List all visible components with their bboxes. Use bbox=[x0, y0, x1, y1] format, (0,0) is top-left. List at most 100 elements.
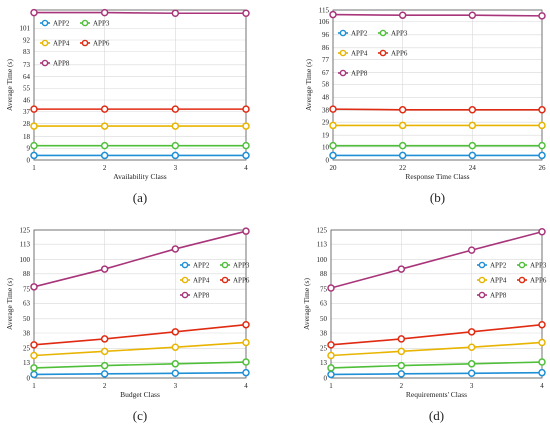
series-app8 bbox=[329, 10, 546, 20]
series-app4 bbox=[327, 338, 546, 360]
data-point-app8 bbox=[100, 8, 109, 17]
legend-swatch-marker bbox=[81, 19, 89, 27]
data-point-app2 bbox=[30, 370, 38, 379]
legend: APP2 APP3 APP4 APP6 APP8 bbox=[338, 30, 408, 78]
legend-entry: APP4 bbox=[351, 50, 368, 58]
data-point-app3 bbox=[538, 141, 546, 150]
y-tick-label: 0 bbox=[324, 374, 328, 382]
panel-caption: (b) bbox=[430, 190, 445, 205]
data-point-app2 bbox=[242, 151, 250, 160]
data-point-app4 bbox=[329, 121, 337, 130]
y-tick-label: 38 bbox=[320, 329, 328, 337]
y-tick-label: 86 bbox=[322, 44, 330, 52]
data-point-app8 bbox=[397, 265, 406, 273]
series-app4 bbox=[329, 121, 546, 130]
legend-swatch-marker bbox=[221, 261, 229, 269]
data-point-app2 bbox=[171, 369, 180, 378]
series-app2 bbox=[30, 368, 250, 379]
legend-swatch-marker bbox=[379, 49, 387, 57]
y-tick-label: 48 bbox=[322, 94, 330, 102]
legend: APP2 APP3 APP4 APP6 APP8 bbox=[477, 262, 547, 300]
legend-entry: APP3 bbox=[233, 262, 250, 270]
data-point-app8 bbox=[242, 9, 250, 18]
series-app6 bbox=[327, 320, 546, 349]
y-tick-label: 18 bbox=[23, 133, 31, 141]
data-point-app8 bbox=[30, 8, 38, 17]
data-point-app3 bbox=[467, 360, 476, 368]
data-point-app2 bbox=[397, 370, 406, 378]
data-point-app4 bbox=[398, 121, 407, 130]
legend-swatch-marker bbox=[478, 291, 486, 299]
series-app4 bbox=[30, 338, 250, 360]
data-point-app6 bbox=[327, 341, 335, 349]
legend-swatch-marker bbox=[478, 276, 486, 284]
data-point-app8 bbox=[100, 265, 109, 273]
legend-swatch-marker bbox=[181, 291, 189, 299]
x-axis-label: Requirements' Class bbox=[406, 390, 467, 399]
y-tick-label: 100 bbox=[20, 256, 31, 264]
series-line-app4 bbox=[33, 341, 247, 357]
data-point-app2 bbox=[327, 370, 335, 379]
x-tick-label: 24 bbox=[469, 164, 477, 172]
legend: APP2 APP3 APP4 APP6 APP8 bbox=[40, 20, 110, 68]
data-point-app4 bbox=[327, 351, 335, 360]
data-point-app3 bbox=[329, 141, 337, 150]
data-point-app6 bbox=[30, 341, 38, 349]
x-tick-label: 3 bbox=[174, 382, 178, 390]
y-tick-label: 13 bbox=[23, 359, 31, 367]
y-tick-label: 63 bbox=[320, 300, 328, 308]
series-app6 bbox=[30, 320, 250, 349]
data-point-app6 bbox=[171, 328, 180, 336]
legend-entry: APP4 bbox=[490, 277, 507, 285]
data-point-app3 bbox=[171, 360, 180, 368]
data-point-app8 bbox=[171, 245, 180, 253]
gridlines bbox=[33, 10, 247, 161]
data-point-app2 bbox=[30, 151, 38, 160]
x-tick-label: 26 bbox=[539, 164, 547, 172]
legend-entry: APP3 bbox=[93, 20, 110, 28]
legend-entry: APP8 bbox=[193, 292, 210, 300]
legend-entry: APP6 bbox=[93, 40, 110, 48]
data-point-app4 bbox=[100, 347, 109, 356]
y-tick-label: 77 bbox=[322, 56, 330, 64]
y-tick-label: 29 bbox=[322, 118, 330, 126]
y-tick-label: 83 bbox=[23, 48, 31, 56]
y-tick-label: 63 bbox=[23, 300, 31, 308]
x-axis-label: Response Time Class bbox=[405, 172, 469, 181]
legend-swatch-marker bbox=[41, 59, 49, 67]
y-tick-label: 125 bbox=[20, 226, 31, 234]
y-tick-label: 0 bbox=[27, 156, 31, 164]
y-tick-label: 37 bbox=[23, 108, 31, 116]
chart-panel-b: 0 10 19 29 38 48 58 67 77 86 96 106 115 20 22 24 26 Respo… bbox=[304, 6, 546, 205]
series-app8 bbox=[30, 8, 250, 18]
gridlines bbox=[33, 229, 247, 379]
data-point-app2 bbox=[242, 368, 250, 377]
panel-caption: (a) bbox=[133, 190, 147, 205]
data-point-app3 bbox=[397, 361, 406, 370]
series-line-app2 bbox=[33, 371, 247, 376]
series-line-app4 bbox=[330, 341, 543, 357]
data-point-app6 bbox=[329, 105, 337, 113]
series-app4 bbox=[30, 122, 250, 130]
series-line-app3 bbox=[33, 361, 247, 369]
data-point-app8 bbox=[30, 283, 38, 291]
data-point-app2 bbox=[467, 369, 476, 378]
data-point-app6 bbox=[30, 105, 38, 113]
data-point-app3 bbox=[100, 141, 109, 150]
legend-entry: APP3 bbox=[530, 262, 547, 270]
data-point-app4 bbox=[468, 121, 477, 130]
data-point-app4 bbox=[242, 338, 250, 347]
data-point-app3 bbox=[30, 364, 38, 372]
legend-entry: APP6 bbox=[391, 50, 408, 58]
x-axis-label: Availability Class bbox=[113, 172, 166, 181]
x-tick-label: 2 bbox=[103, 164, 107, 172]
data-point-app2 bbox=[100, 370, 109, 378]
data-point-app2 bbox=[538, 368, 546, 377]
series-app2 bbox=[327, 368, 546, 379]
series-line-app2 bbox=[330, 371, 543, 376]
data-point-app8 bbox=[329, 10, 337, 19]
x-axis-label: Budget Class bbox=[120, 390, 160, 399]
series-line-app8 bbox=[330, 231, 543, 289]
gridlines bbox=[330, 229, 543, 379]
